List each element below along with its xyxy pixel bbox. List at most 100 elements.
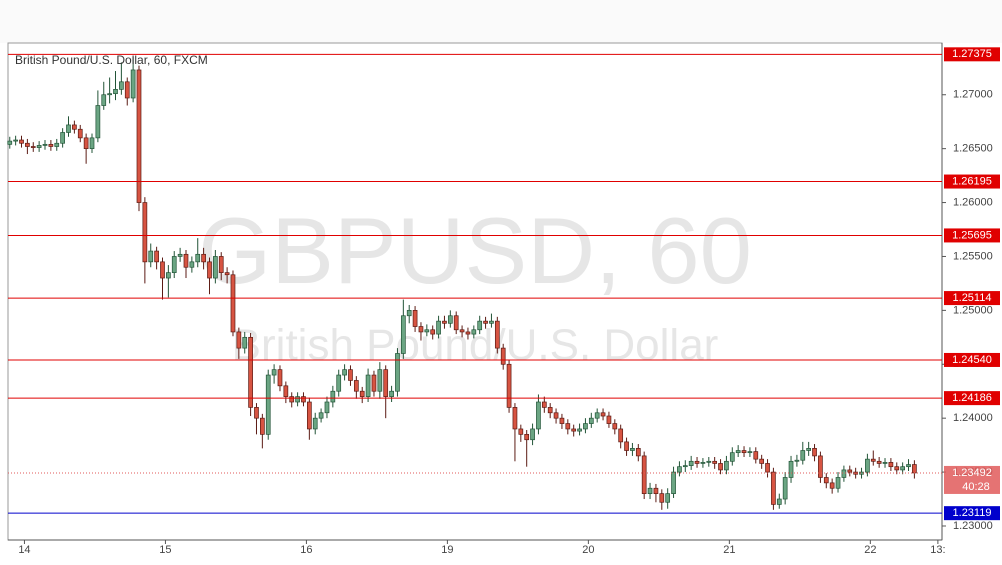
candle-body <box>353 380 359 392</box>
candle-body <box>183 253 189 268</box>
candle-body <box>800 450 806 461</box>
candle-body <box>471 329 477 335</box>
candle-body <box>48 143 54 147</box>
candle-body <box>865 458 870 473</box>
candle-body <box>119 81 124 90</box>
level-label: 1.23119 <box>953 507 992 519</box>
candle-body <box>459 329 465 333</box>
candle-body <box>724 460 729 471</box>
candle-body <box>277 369 283 387</box>
candle-body <box>524 433 530 441</box>
candle-body <box>870 458 876 462</box>
candle-body <box>653 487 659 494</box>
candle-body <box>254 407 259 419</box>
candle-body <box>148 250 154 263</box>
candle-body <box>553 412 559 419</box>
candle-body <box>324 401 330 414</box>
y-tick-label: 1.26000 <box>953 196 993 208</box>
candle-body <box>806 448 812 451</box>
candle-body <box>136 69 142 203</box>
candle-body <box>36 145 42 148</box>
candle-body <box>600 412 606 417</box>
candle-body <box>477 320 483 331</box>
candle-body <box>430 329 436 335</box>
level-label: 1.24540 <box>952 354 992 366</box>
candle-body <box>618 428 624 443</box>
level-label: 1.24186 <box>952 392 992 404</box>
y-tick-label: 1.24000 <box>953 412 993 424</box>
candle-body <box>442 320 447 324</box>
candle-body <box>782 477 788 500</box>
candle-body <box>718 463 723 471</box>
candle-body <box>154 250 159 263</box>
candle-body <box>400 315 406 354</box>
candle-body <box>107 93 112 96</box>
candle-body <box>377 369 383 392</box>
level-badge <box>944 391 1000 406</box>
candle-body <box>571 428 577 432</box>
candle-body <box>712 460 718 464</box>
candle-body <box>588 417 594 424</box>
candle-body <box>841 469 847 478</box>
candle-body <box>336 374 342 392</box>
candle-body <box>371 374 377 392</box>
candle-body <box>882 462 888 464</box>
y-tick-label: 1.27000 <box>953 89 993 101</box>
header-strip <box>0 0 1002 43</box>
candle-body <box>95 105 101 139</box>
level-badge <box>944 352 1000 367</box>
candle-body <box>330 390 336 403</box>
candle-body <box>847 469 853 473</box>
last-price-label: 1.23492 <box>952 467 992 479</box>
candle-body <box>306 401 312 430</box>
level-label: 1.27375 <box>952 48 992 60</box>
candle-body <box>230 274 236 333</box>
y-tick-label: 1.25000 <box>953 304 993 316</box>
level-label: 1.26195 <box>952 175 992 187</box>
candle-body <box>248 336 253 408</box>
candle-body <box>436 320 441 335</box>
candle-body <box>559 417 565 424</box>
candle-body <box>700 462 706 464</box>
candle-body <box>536 401 541 430</box>
candle-body <box>25 142 30 147</box>
candle-body <box>641 455 647 494</box>
candle-body <box>500 347 506 365</box>
candle-body <box>729 452 735 462</box>
plot-layer <box>7 57 917 510</box>
candle-body <box>706 460 712 463</box>
candle-body <box>741 450 747 454</box>
level-badge <box>944 291 1000 306</box>
candle-body <box>195 253 201 263</box>
candle-body <box>54 142 60 147</box>
candle-body <box>412 310 418 327</box>
candle-body <box>635 448 641 457</box>
candle-body <box>177 253 183 257</box>
candle-body <box>829 482 835 489</box>
candle-body <box>694 460 700 464</box>
candle-body <box>565 423 571 430</box>
chart-title: British Pound/U.S. Dollar, 60, FXCM <box>15 53 208 67</box>
candle-body <box>60 132 65 144</box>
candle-body <box>383 369 389 397</box>
candle-body <box>541 401 547 408</box>
candle-body <box>577 428 582 432</box>
candle-body <box>753 451 759 460</box>
candle-body <box>665 493 671 503</box>
x-tick-label: 15 <box>159 544 171 556</box>
candle-body <box>77 128 83 139</box>
candle-body <box>89 137 95 150</box>
candle-body <box>289 396 295 403</box>
candle-body <box>395 353 400 392</box>
candle-body <box>218 256 224 273</box>
candle-body <box>483 320 488 324</box>
candle-body <box>359 390 365 397</box>
candle-body <box>19 139 24 144</box>
countdown-label: 40:28 <box>962 481 990 493</box>
x-tick-label: 14 <box>18 544 30 556</box>
x-tick-label: 21 <box>723 544 735 556</box>
candle-body <box>900 466 905 471</box>
candle-body <box>894 466 900 471</box>
candle-body <box>213 256 218 279</box>
